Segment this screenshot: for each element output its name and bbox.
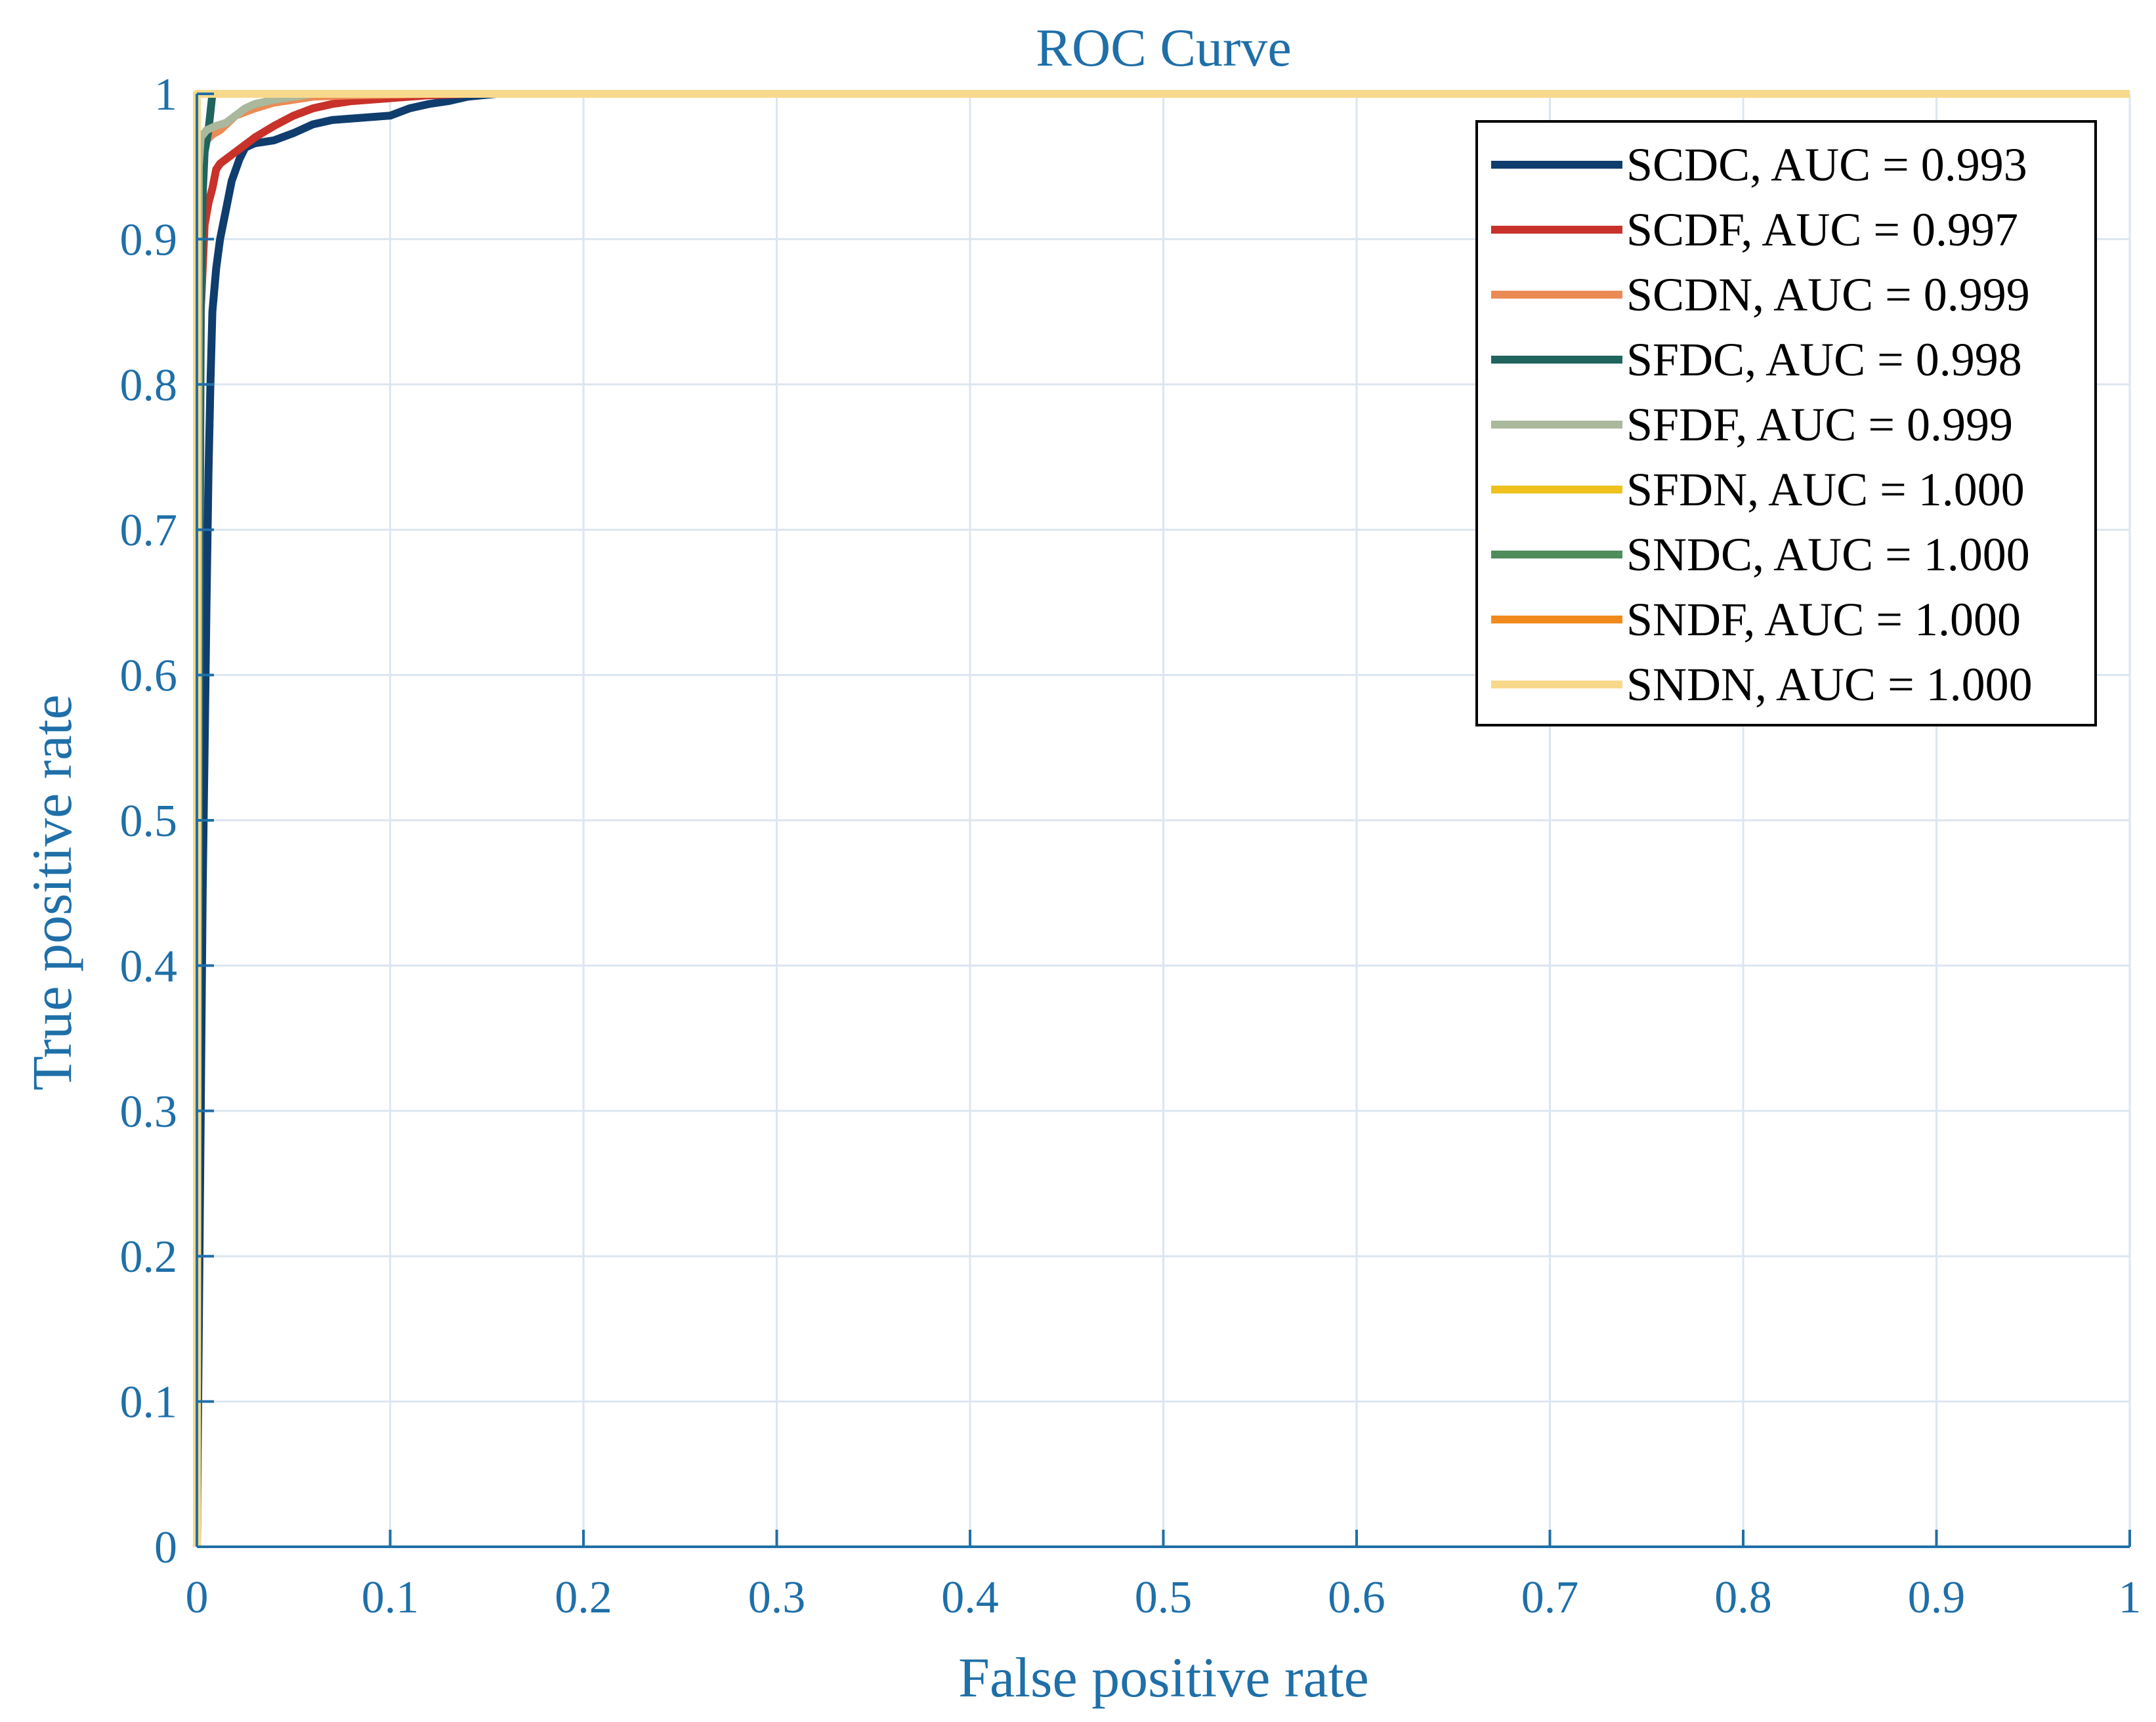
legend-entry: SCDF, AUC = 0.997 <box>1626 203 2018 256</box>
x-tick-label: 0 <box>186 1572 209 1623</box>
y-axis-title: True positive rate <box>20 694 83 1091</box>
legend-entry: SCDC, AUC = 0.993 <box>1626 138 2027 191</box>
y-tick-label: 0.6 <box>120 651 178 702</box>
x-axis-title: False positive rate <box>958 1646 1369 1709</box>
y-tick-label: 0.9 <box>120 215 178 265</box>
legend-entry: SFDC, AUC = 0.998 <box>1626 333 2022 386</box>
x-tick-label: 0.6 <box>1328 1572 1385 1623</box>
y-tick-label: 0.3 <box>120 1087 178 1137</box>
legend-entry: SCDN, AUC = 0.999 <box>1626 268 2030 321</box>
y-tick-label: 0.7 <box>120 505 178 556</box>
y-tick-label: 0.4 <box>120 941 178 992</box>
legend-entry: SNDC, AUC = 1.000 <box>1626 528 2030 581</box>
x-tick-label: 1 <box>2119 1572 2142 1623</box>
axes: 0 0.1 0.2 0.3 0.4 0.5 0.6 0.7 0.8 0.9 1 0 0.1 0.2 0.3 0… <box>120 70 2142 1623</box>
legend: SCDC, AUC = 0.993 SCDF, AUC = 0.997 SCDN, … <box>1475 120 2097 726</box>
legend-entry: SFDN, AUC = 1.000 <box>1626 463 2025 516</box>
legend-entry: SNDN, AUC = 1.000 <box>1626 658 2033 711</box>
x-tick-label: 0.3 <box>748 1572 806 1623</box>
legend-entry: SFDF, AUC = 0.999 <box>1626 398 2013 451</box>
x-tick-label: 0.4 <box>941 1572 999 1623</box>
x-tick-label: 0.2 <box>555 1572 612 1623</box>
y-tick-label: 0.2 <box>120 1232 178 1282</box>
y-tick-label: 0.8 <box>120 360 178 411</box>
x-tick-label: 0.8 <box>1714 1572 1772 1623</box>
y-tick-label: 0 <box>154 1522 177 1573</box>
y-tick-label: 1 <box>154 70 177 120</box>
chart-title: ROC Curve <box>1036 18 1292 77</box>
y-tick-label: 0.1 <box>120 1377 178 1428</box>
legend-entry: SNDF, AUC = 1.000 <box>1626 593 2021 646</box>
x-tick-label: 0.1 <box>362 1572 419 1623</box>
x-tick-label: 0.7 <box>1521 1572 1579 1623</box>
x-tick-label: 0.9 <box>1908 1572 1966 1623</box>
x-tick-label: 0.5 <box>1135 1572 1193 1623</box>
y-tick-label: 0.5 <box>120 796 178 847</box>
